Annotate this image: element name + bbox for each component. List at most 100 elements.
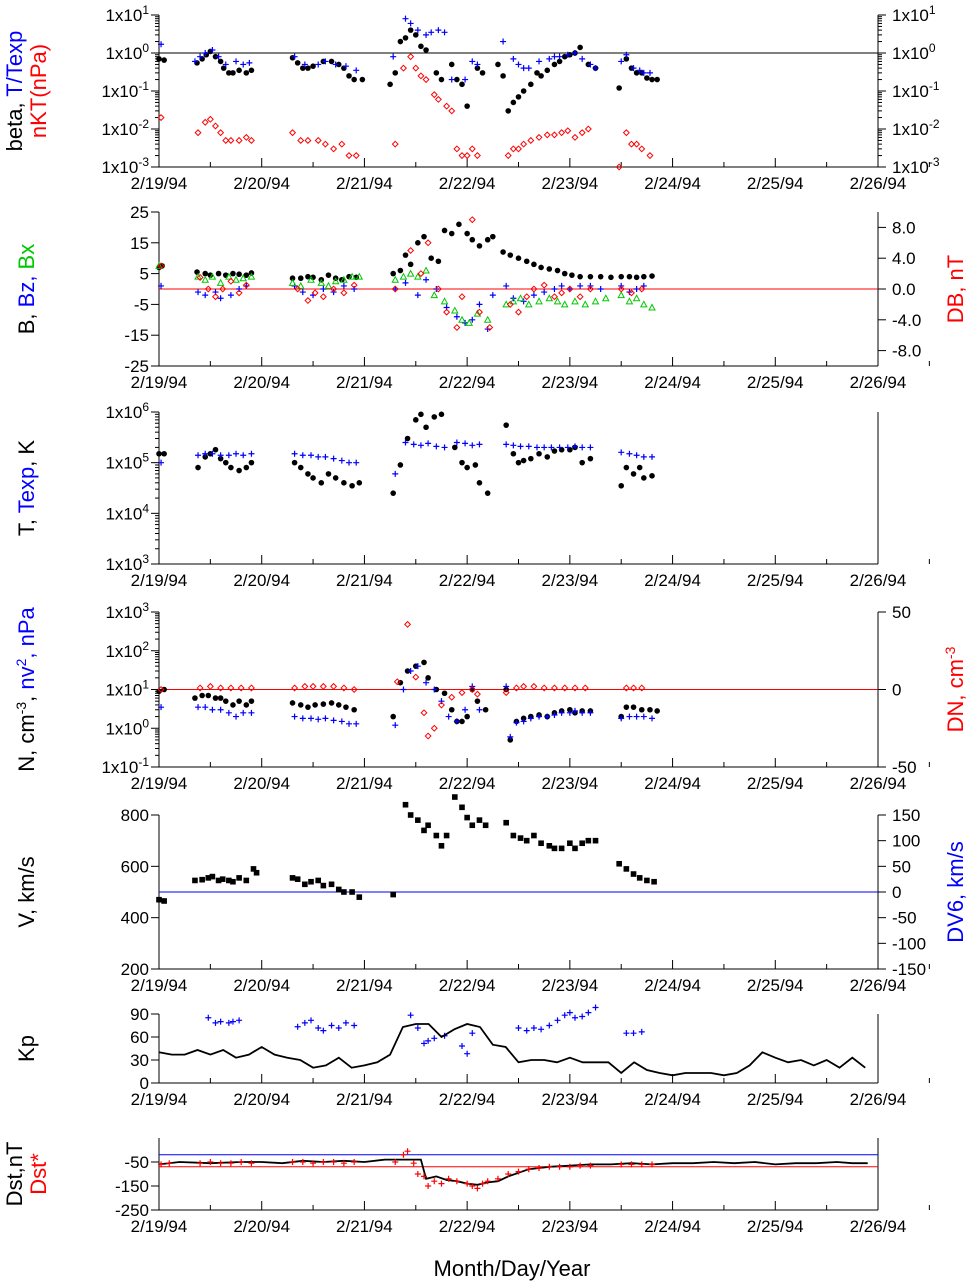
data-point xyxy=(217,706,224,713)
data-point xyxy=(156,688,162,695)
x-tick-label: 2/20/94 xyxy=(233,774,290,793)
data-point xyxy=(202,50,209,56)
data-point xyxy=(404,1148,411,1155)
data-point xyxy=(514,145,523,153)
data-point xyxy=(423,679,430,686)
data-point xyxy=(500,73,506,79)
data-point xyxy=(330,145,338,153)
data-point xyxy=(646,69,653,76)
y-tick-label: 0 xyxy=(140,1074,149,1093)
data-point xyxy=(328,881,335,888)
data-point xyxy=(391,140,399,148)
data-point xyxy=(553,297,562,305)
data-point xyxy=(397,267,404,274)
data-point xyxy=(514,308,523,316)
data-point xyxy=(404,620,412,628)
data-point xyxy=(289,129,297,137)
data-point xyxy=(632,294,641,302)
data-point xyxy=(459,1043,466,1049)
data-point xyxy=(425,1183,432,1189)
data-point xyxy=(430,91,438,99)
data-point xyxy=(412,32,419,38)
data-point xyxy=(500,249,506,255)
y-tick-label: 25 xyxy=(130,203,149,222)
data-point xyxy=(579,55,586,62)
data-point xyxy=(227,1160,234,1167)
x-tick-label: 2/24/94 xyxy=(644,1217,701,1236)
x-tick-label: 2/22/94 xyxy=(439,976,496,995)
data-point xyxy=(423,47,429,53)
data-point xyxy=(454,76,460,83)
data-point xyxy=(197,1160,204,1167)
data-point xyxy=(482,706,489,713)
data-point xyxy=(217,295,224,302)
x-tick-label: 2/21/94 xyxy=(336,373,393,392)
data-point xyxy=(399,64,407,72)
data-point xyxy=(464,814,470,821)
data-point xyxy=(524,300,533,308)
data-point xyxy=(516,294,525,302)
data-point xyxy=(441,690,448,697)
y-tick-label: -5 xyxy=(134,295,149,314)
data-point xyxy=(649,453,656,460)
x-tick-label: 2/25/94 xyxy=(747,1090,804,1109)
data-point xyxy=(236,875,242,881)
data-point xyxy=(536,58,543,65)
data-point xyxy=(636,464,643,471)
data-point xyxy=(248,450,255,457)
data-point xyxy=(297,702,304,708)
data-point xyxy=(243,702,250,708)
x-tick-label: 2/21/94 xyxy=(336,1090,393,1109)
x-tick-label: 2/20/94 xyxy=(233,976,290,995)
data-point xyxy=(551,448,558,454)
data-point xyxy=(558,709,565,716)
panel-3: 2/19/94 2/20/94 2/21/94 2/22/94 2/23/94 2/24/… xyxy=(14,400,930,590)
x-tick-label: 2/21/94 xyxy=(336,571,393,590)
data-point xyxy=(551,711,558,718)
data-point xyxy=(458,152,466,160)
data-point xyxy=(560,300,569,308)
data-point xyxy=(618,1161,625,1168)
data-point xyxy=(579,444,586,451)
data-point xyxy=(435,258,442,265)
data-point xyxy=(425,675,431,681)
data-point xyxy=(356,480,363,486)
data-point xyxy=(473,690,481,698)
y-tick-label: -15 xyxy=(124,326,149,345)
data-point xyxy=(441,29,448,36)
data-point xyxy=(649,1161,656,1168)
data-point xyxy=(456,221,462,228)
data-point xyxy=(556,53,563,60)
y-tick-label: -250 xyxy=(115,1201,149,1220)
data-point xyxy=(567,446,573,453)
x-tick-label: 2/26/94 xyxy=(850,774,907,793)
data-point xyxy=(464,103,470,109)
y-axis-label: N, cm-3, nv2, nPa xyxy=(13,606,39,771)
data-point xyxy=(530,285,538,293)
data-point xyxy=(630,471,637,477)
data-point xyxy=(314,136,322,144)
y-tick-label: 5 xyxy=(140,265,149,284)
data-point xyxy=(625,297,634,305)
y-tick-label: 1x10-2 xyxy=(101,117,149,139)
panel-2: 2/19/94 2/20/94 2/21/94 2/22/94 2/23/94 2/24/… xyxy=(14,203,968,392)
data-point xyxy=(476,301,483,308)
data-point xyxy=(247,136,255,144)
data-point xyxy=(243,877,250,884)
y-axis-label-part: T/Texp xyxy=(2,31,27,97)
data-point xyxy=(308,1017,315,1024)
data-point xyxy=(248,1160,255,1167)
data-point xyxy=(567,840,573,847)
data-point xyxy=(571,297,579,305)
data-point xyxy=(616,860,622,867)
data-point xyxy=(440,297,449,305)
data-point xyxy=(556,444,563,451)
data-point xyxy=(523,258,530,265)
data-point xyxy=(315,716,322,723)
data-point xyxy=(205,1014,212,1021)
y-tick-label: 30 xyxy=(130,1051,149,1070)
series-black xyxy=(156,659,660,743)
y-axis-label-part: beta, xyxy=(2,97,27,152)
data-point xyxy=(320,286,327,292)
panel-6: 2/19/94 2/20/94 2/21/94 2/22/94 2/23/94 2/24/… xyxy=(14,1005,930,1109)
